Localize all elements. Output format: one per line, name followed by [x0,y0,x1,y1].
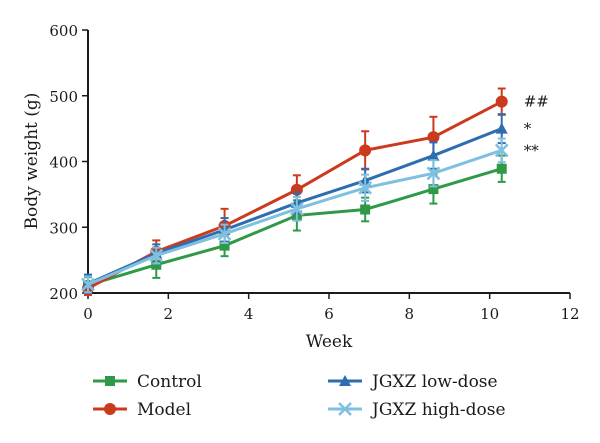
series-jgxz-low-dose [82,113,508,294]
significance-annotations: ##*** [524,93,549,160]
x-tick-label: 2 [164,305,174,323]
data-point [427,131,440,144]
legend-marker [339,375,351,386]
y-tick-label: 400 [49,154,78,172]
y-tick-label: 300 [49,219,78,237]
y-ticks: 200 300 400 500 600 [49,22,88,303]
data-point [149,248,164,263]
legend-item: Control [93,372,202,392]
x-tick-label: 0 [83,305,93,323]
x-tick-label: 6 [324,305,334,323]
series-jgxz-high-dose [81,137,509,294]
data-point [426,166,441,181]
data-point [494,143,509,158]
data-point [495,122,508,134]
data-point [151,259,162,270]
plot-area [81,87,509,296]
legend: Control Model JGXZ low-dose JGXZ high-dose [93,372,506,420]
x-tick-label: 10 [480,305,499,323]
data-point [289,201,304,216]
data-point [495,95,508,108]
data-point [81,277,95,292]
significance-label: ## [524,93,549,111]
legend-item: JGXZ low-dose [328,372,498,392]
data-point [496,163,507,174]
y-tick-label: 200 [49,285,78,303]
x-ticks: 0 2 4 6 8 10 12 [83,293,580,323]
legend-marker [105,376,115,386]
legend-marker [338,402,352,416]
data-point [217,226,232,241]
legend-item: Model [93,400,191,420]
y-tick-label: 600 [49,22,78,40]
y-tick-label: 500 [49,88,78,106]
legend-label: JGXZ low-dose [370,372,498,392]
data-point [360,204,371,215]
significance-label: ** [524,141,540,159]
y-axis-label: Body weight (g) [22,93,42,230]
legend-label: JGXZ high-dose [370,400,506,420]
significance-label: * [524,120,532,138]
data-point [428,184,439,195]
data-point [359,144,372,157]
data-point [219,240,230,251]
legend-label: Model [137,400,191,420]
legend-label: Control [137,372,202,392]
x-axis-label: Week [306,332,353,352]
data-point [358,180,373,195]
x-tick-label: 12 [560,305,579,323]
legend-marker [104,403,116,415]
x-tick-label: 4 [244,305,254,323]
x-tick-label: 8 [405,305,415,323]
legend-item: JGXZ high-dose [328,400,506,420]
data-point [427,149,440,161]
